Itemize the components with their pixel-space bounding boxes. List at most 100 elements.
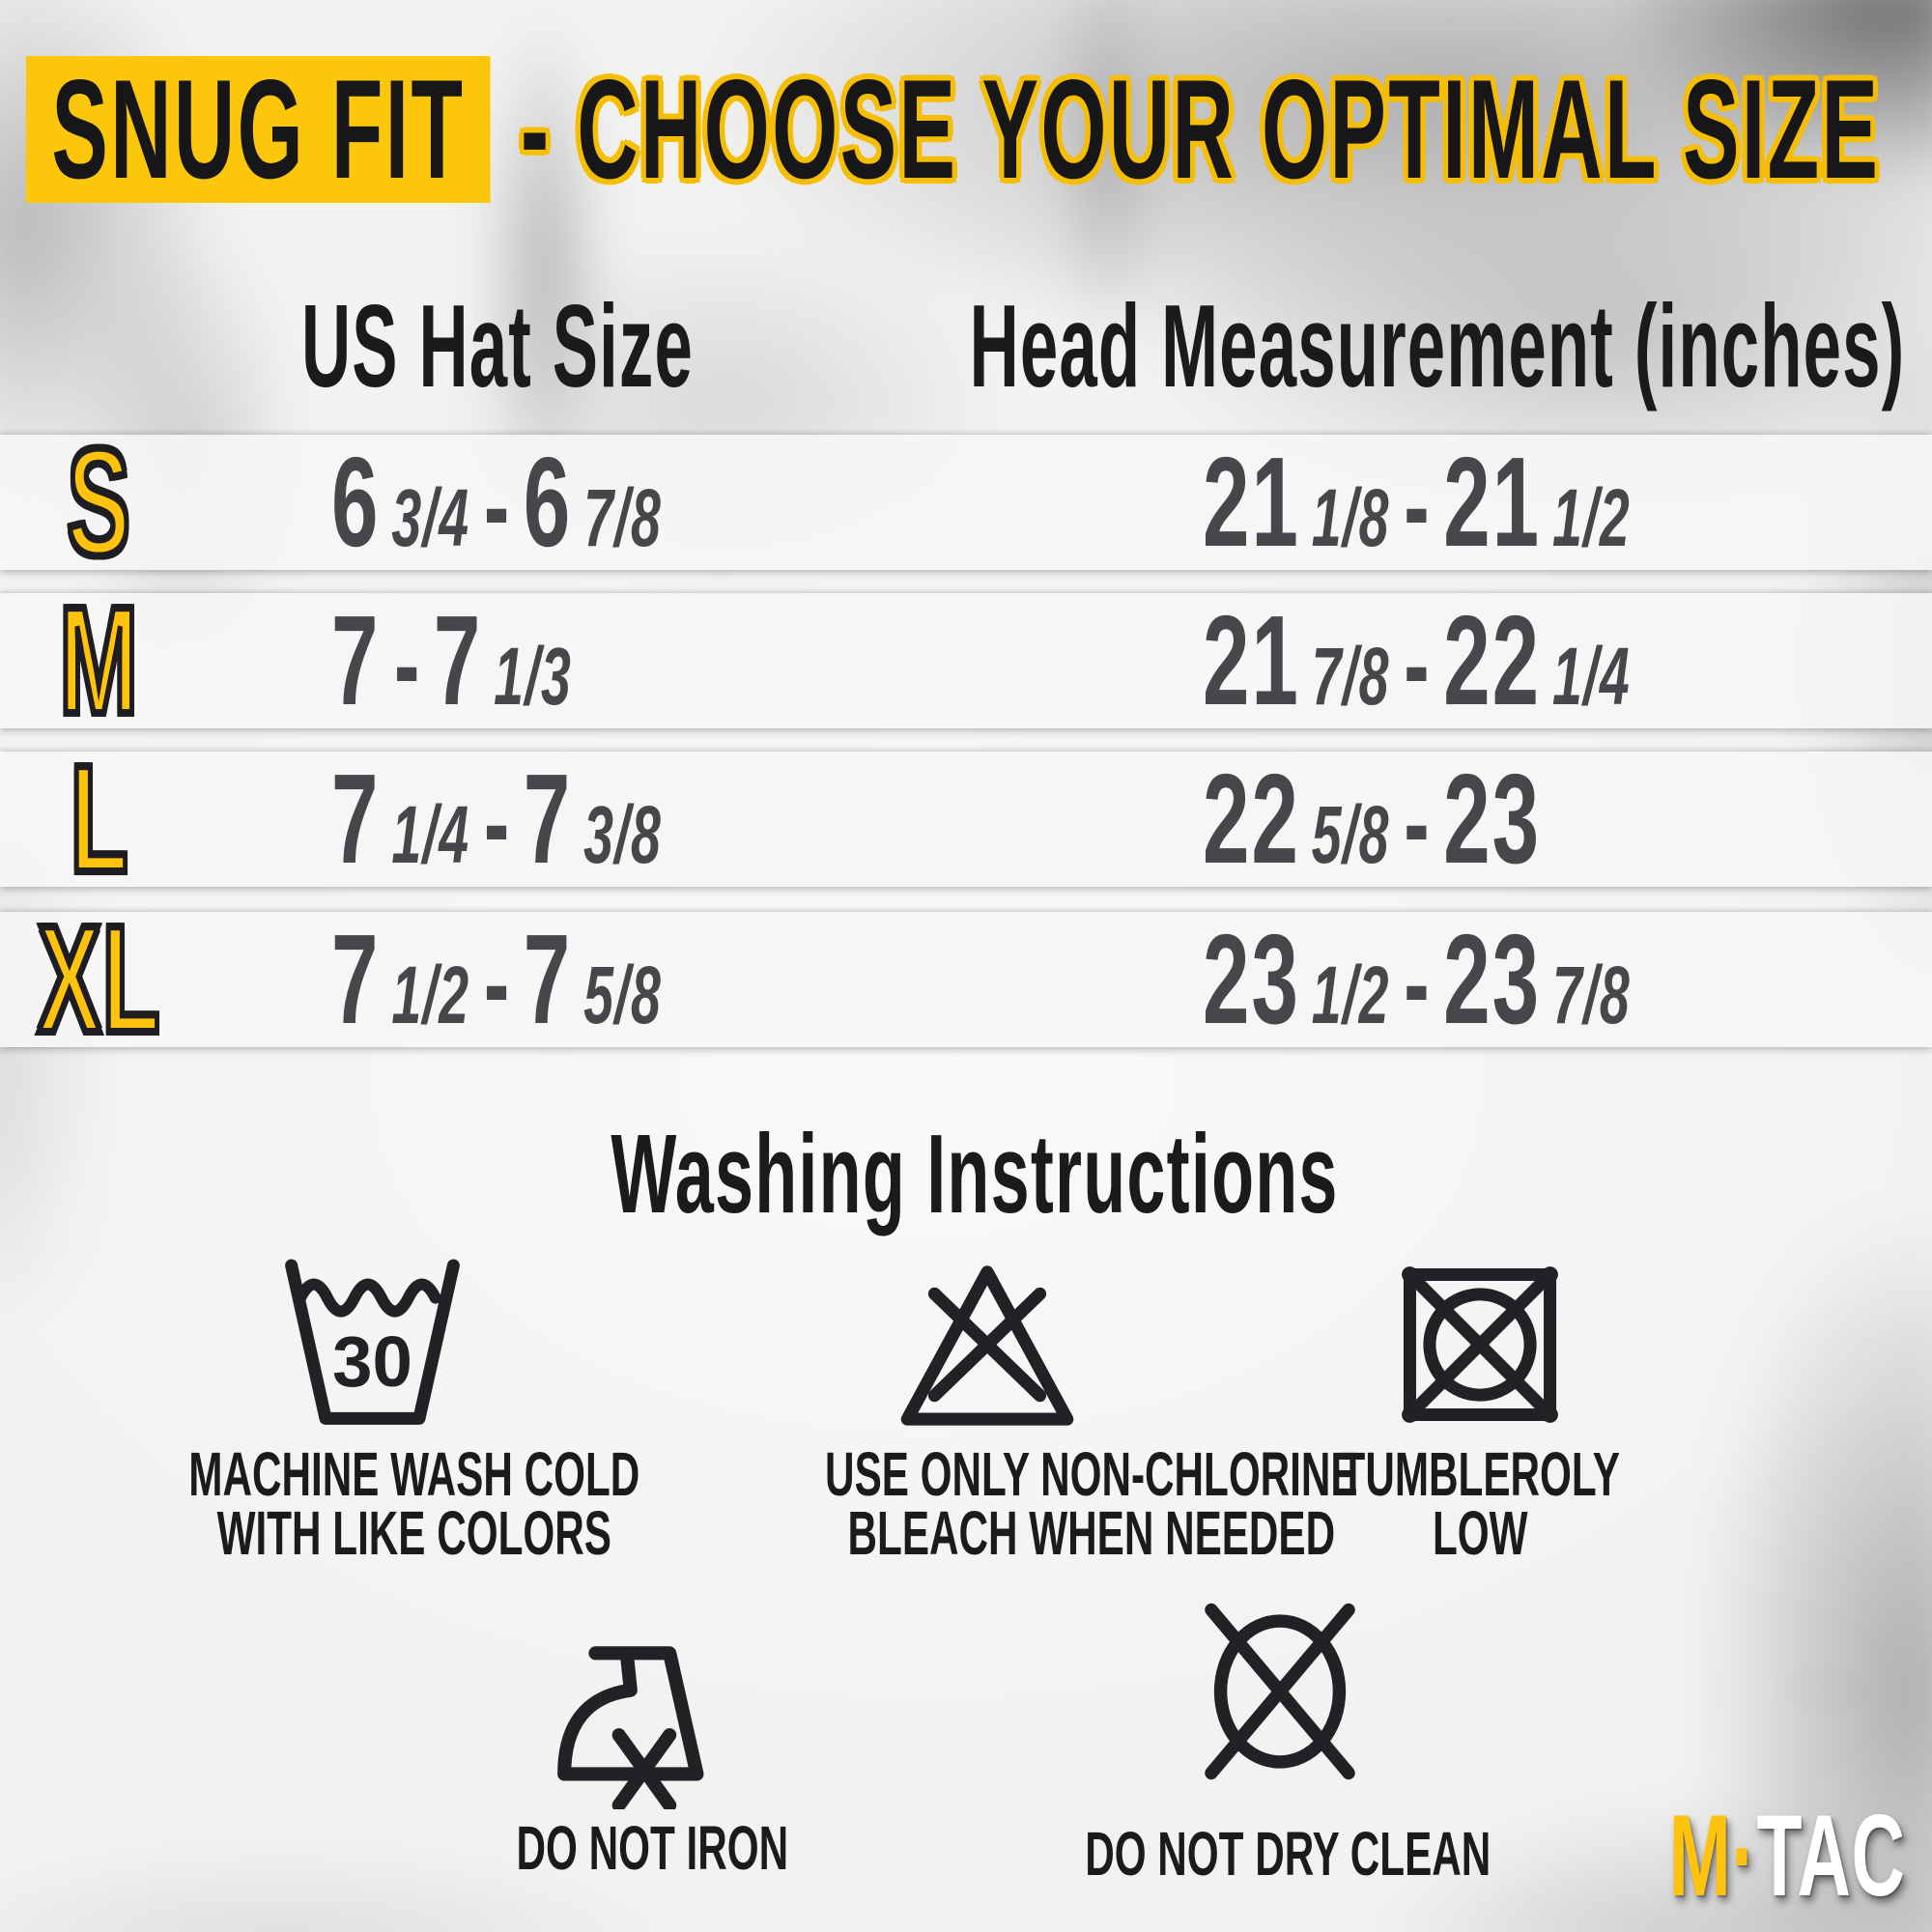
head-measurement-cell: 21 7/8-22 1/4 (1203, 593, 1851, 730)
washing-item-bleach: USE ONLY NON-CHLORINE BLEACH WHEN NEEDED (688, 1254, 1358, 1564)
range-dash: - (393, 600, 420, 729)
head-measurement-header-text: Head Measurement (inches) (969, 280, 1906, 412)
fraction: 1/4 (391, 789, 470, 880)
size-label-cell: L (0, 734, 199, 904)
mtac-logo-dot: · (1731, 1791, 1757, 1920)
size-label-s: S (65, 417, 132, 587)
column-header-hat-size: US Hat Size (159, 278, 836, 413)
tumble-dry-label-line2: LOW (1432, 1498, 1528, 1568)
whole-number: 22 (1443, 589, 1542, 731)
washing-instructions-title-text: Washing Instructions (611, 1111, 1339, 1236)
head-measurement-cell: 21 1/8-21 1/2 (1203, 435, 1851, 572)
head-measurement-value: 21 1/8-21 1/2 (1203, 435, 1631, 610)
head-measurement-value: 22 5/8-23 (1203, 752, 1541, 926)
do-not-iron-label: DO NOT IRON (353, 1813, 952, 1883)
table-row: L 7 1/4-7 3/8 22 5/8-23 (0, 734, 1932, 904)
range-dash: - (1404, 441, 1430, 571)
bleach-label-line2: BLEACH WHEN NEEDED (847, 1498, 1336, 1568)
whole-number: 21 (1203, 589, 1300, 731)
fraction: 1/2 (1311, 950, 1390, 1040)
fraction: 1/3 (494, 631, 573, 722)
column-header-head-measurement: Head Measurement (inches) (631, 278, 1932, 413)
machine-wash-label: MACHINE WASH COLD WITH LIKE COLORS (72, 1439, 671, 1568)
machine-wash-label-line1: MACHINE WASH COLD (188, 1439, 640, 1509)
bleach-label: USE ONLY NON-CHLORINE BLEACH WHEN NEEDED (688, 1443, 1358, 1564)
fraction: 3/8 (583, 789, 663, 880)
tumble-dry-label-line1: TUMBLEROLY (1340, 1439, 1620, 1509)
tumble-dry-label: TUMBLEROLY LOW (1180, 1439, 1779, 1568)
whole-number: 23 (1443, 748, 1542, 890)
fraction: 7/8 (1311, 631, 1390, 722)
tumble-dry-low-icon (1402, 1266, 1558, 1423)
table-row: M 7-7 1/3 21 7/8-22 1/4 (0, 576, 1932, 746)
mtac-logo: M·TAC (1669, 1789, 1906, 1922)
wash-temperature-label: 30 (332, 1321, 412, 1402)
do-not-iron-icon (557, 1646, 704, 1809)
range-dash: - (483, 919, 510, 1048)
whole-number: 6 (331, 431, 381, 573)
fraction: 1/2 (1551, 472, 1631, 563)
head-measurement-value: 21 7/8-22 1/4 (1203, 593, 1631, 768)
hat-size-value: 7 1/4-7 3/8 (331, 752, 662, 926)
hat-size-header-text: US Hat Size (301, 280, 694, 412)
machine-wash-30-icon: 30 (284, 1259, 460, 1425)
range-dash: - (1404, 758, 1430, 888)
size-label-m: M (57, 576, 141, 746)
washing-item-machine-wash: 30 MACHINE WASH COLD WITH LIKE COLORS (72, 1254, 671, 1568)
whole-number: 7 (331, 908, 381, 1050)
head-measurement-cell: 22 5/8-23 (1203, 752, 1715, 889)
hat-size-value: 7-7 1/3 (331, 593, 572, 768)
whole-number: 7 (433, 589, 483, 731)
fraction: 7/8 (1551, 950, 1631, 1040)
size-label-cell: XL (0, 895, 199, 1065)
mtac-logo-tac: TAC (1756, 1791, 1906, 1920)
fraction: 1/4 (1551, 631, 1631, 722)
whole-number: 7 (523, 908, 573, 1050)
table-row: S 6 3/4-6 7/8 21 1/8-21 1/2 (0, 417, 1932, 587)
size-label-cell: S (0, 417, 199, 587)
fraction: 7/8 (583, 472, 663, 563)
page-title: SNUG FIT - CHOOSE YOUR OPTIMAL SIZE (26, 50, 1880, 208)
head-measurement-value: 23 1/2-23 7/8 (1203, 912, 1631, 1087)
title-highlight-box: SNUG FIT (26, 50, 491, 208)
washing-instructions-title: Washing Instructions (387, 1109, 1561, 1238)
whole-number: 7 (331, 589, 381, 731)
fraction: 5/8 (583, 950, 663, 1040)
whole-number: 21 (1443, 431, 1542, 573)
mtac-logo-m: M (1669, 1791, 1732, 1920)
washing-item-tumble-dry: TUMBLEROLY LOW (1180, 1254, 1779, 1568)
title-highlight-text: SNUG FIT (51, 50, 466, 208)
table-row: XL 7 1/2-7 5/8 23 1/2-23 7/8 (0, 895, 1932, 1065)
hat-size-cell: 7 1/4-7 3/8 (331, 752, 832, 889)
whole-number: 6 (523, 431, 573, 573)
range-dash: - (483, 441, 510, 571)
bleach-label-line1: USE ONLY NON-CHLORINE (825, 1439, 1358, 1509)
whole-number: 7 (523, 748, 573, 890)
machine-wash-label-line2: WITH LIKE COLORS (216, 1498, 611, 1568)
do-not-dry-clean-icon (1205, 1603, 1355, 1780)
whole-number: 23 (1443, 908, 1542, 1050)
fraction: 3/4 (391, 472, 470, 563)
head-measurement-cell: 23 1/2-23 7/8 (1203, 912, 1851, 1049)
range-dash: - (1404, 600, 1430, 729)
washing-item-do-not-dry-clean: DO NOT DRY CLEAN (980, 1599, 1579, 1889)
hat-size-cell: 6 3/4-6 7/8 (331, 435, 832, 572)
hat-size-value: 6 3/4-6 7/8 (331, 435, 662, 610)
whole-number: 21 (1203, 431, 1300, 573)
fraction: 1/2 (391, 950, 470, 1040)
whole-number: 22 (1203, 748, 1300, 890)
non-chlorine-bleach-icon (900, 1265, 1074, 1426)
hat-size-cell: 7-7 1/3 (331, 593, 696, 730)
range-dash: - (1404, 919, 1430, 1048)
whole-number: 7 (331, 748, 381, 890)
washing-item-do-not-iron: DO NOT IRON (353, 1637, 952, 1883)
size-label-l: L (68, 734, 130, 904)
whole-number: 23 (1203, 908, 1300, 1050)
do-not-dry-clean-label-line1: DO NOT DRY CLEAN (1085, 1819, 1492, 1889)
do-not-iron-label-line1: DO NOT IRON (516, 1813, 788, 1883)
size-label-xl: XL (36, 895, 162, 1065)
hat-size-value: 7 1/2-7 5/8 (331, 912, 662, 1087)
title-rest-text: - CHOOSE YOUR OPTIMAL SIZE (520, 50, 1881, 208)
do-not-dry-clean-label: DO NOT DRY CLEAN (980, 1819, 1579, 1889)
